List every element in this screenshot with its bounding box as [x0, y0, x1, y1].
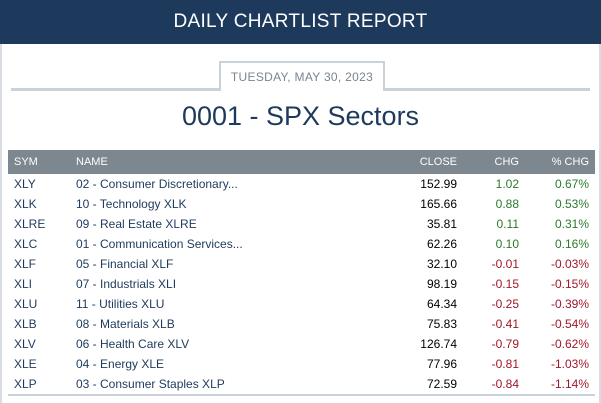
- sector-name-link[interactable]: 07 - Industrials XLI: [76, 277, 177, 291]
- symbol-link[interactable]: XLU: [14, 297, 38, 311]
- change-value: -0.81: [491, 357, 519, 371]
- close-value: 64.34: [426, 297, 457, 311]
- change-value: -0.25: [491, 297, 519, 311]
- report-date: TUESDAY, MAY 30, 2023: [230, 70, 374, 84]
- chartlist-title: 0001 - SPX Sectors: [181, 101, 420, 131]
- close-value: 152.99: [420, 177, 457, 191]
- table-row[interactable]: XLE 04 - Energy XLE 77.96 -0.81 -1.03%: [8, 354, 595, 374]
- col-header-chg[interactable]: CHG: [494, 156, 519, 168]
- report-header-title: DAILY CHARTLIST REPORT: [173, 11, 428, 32]
- sector-name-link[interactable]: 10 - Technology XLK: [76, 197, 187, 211]
- col-header-close[interactable]: CLOSE: [419, 156, 457, 168]
- pct-change-value: -1.14%: [550, 377, 589, 391]
- symbol-link[interactable]: XLE: [14, 357, 37, 371]
- sector-name-link[interactable]: 08 - Materials XLB: [76, 317, 175, 331]
- symbol-link[interactable]: XLK: [14, 197, 37, 211]
- change-value: -0.01: [491, 257, 519, 271]
- table-row[interactable]: XLI 07 - Industrials XLI 98.19 -0.15 -0.15%: [8, 274, 595, 294]
- table-row[interactable]: XLK 10 - Technology XLK 165.66 0.88 0.53%: [8, 194, 595, 214]
- close-value: 62.26: [426, 237, 457, 251]
- close-value: 32.10: [426, 257, 457, 271]
- pct-change-value: 0.16%: [554, 237, 589, 251]
- close-value: 77.96: [426, 357, 457, 371]
- symbol-link[interactable]: XLRE: [14, 217, 46, 231]
- sector-name-link[interactable]: 04 - Energy XLE: [76, 357, 165, 371]
- frame-left-border: [0, 44, 2, 403]
- sector-name-link[interactable]: 11 - Utilities XLU: [76, 297, 165, 311]
- pct-change-value: -1.03%: [550, 357, 589, 371]
- table-row[interactable]: XLC 01 - Communication Services... 62.26 0.…: [8, 234, 595, 254]
- sector-name-link[interactable]: 06 - Health Care XLV: [76, 337, 190, 351]
- sector-name-link[interactable]: 02 - Consumer Discretionary...: [76, 177, 238, 191]
- sector-name-link[interactable]: 05 - Financial XLF: [76, 257, 174, 271]
- report-header: DAILY CHARTLIST REPORT: [0, 0, 601, 44]
- change-value: 0.88: [495, 197, 519, 211]
- close-value: 75.83: [426, 317, 457, 331]
- change-value: 0.11: [496, 217, 519, 231]
- table-row[interactable]: XLV 06 - Health Care XLV 126.74 -0.79 -0.62%: [8, 334, 595, 354]
- pct-change-value: -0.54%: [550, 317, 589, 331]
- change-value: 1.02: [495, 177, 519, 191]
- table-row[interactable]: XLB 08 - Materials XLB 75.83 -0.41 -0.54%: [8, 314, 595, 334]
- symbol-link[interactable]: XLF: [14, 257, 37, 271]
- frame-right-border: [599, 44, 601, 403]
- pct-change-value: 0.31%: [554, 217, 589, 231]
- symbol-link[interactable]: XLV: [14, 337, 36, 351]
- symbol-link[interactable]: XLP: [14, 377, 37, 391]
- col-header-pct-chg[interactable]: % CHG: [551, 156, 589, 168]
- table-row[interactable]: XLRE 09 - Real Estate XLRE 35.81 0.11 0.31%: [8, 214, 595, 234]
- table-row[interactable]: XLU 11 - Utilities XLU 64.34 -0.25 -0.39%: [8, 294, 595, 314]
- change-value: -0.15: [491, 277, 519, 291]
- pct-change-value: -0.39%: [550, 297, 589, 311]
- close-value: 35.81: [426, 217, 457, 231]
- close-value: 165.66: [420, 197, 457, 211]
- table-row[interactable]: XLP 03 - Consumer Staples XLP 72.59 -0.84 -1…: [8, 374, 595, 394]
- pct-change-value: -0.62%: [550, 337, 589, 351]
- col-header-name[interactable]: NAME: [76, 156, 108, 168]
- symbol-link[interactable]: XLI: [14, 277, 33, 291]
- pct-change-value: 0.67%: [554, 177, 589, 191]
- symbol-link[interactable]: XLB: [14, 317, 37, 331]
- change-value: -0.79: [491, 337, 519, 351]
- change-value: 0.10: [495, 237, 519, 251]
- symbol-link[interactable]: XLY: [14, 177, 36, 191]
- pct-change-value: 0.53%: [554, 197, 589, 211]
- close-value: 98.19: [426, 277, 457, 291]
- table-bottom-border: [8, 394, 595, 396]
- table-row[interactable]: XLF 05 - Financial XLF 32.10 -0.01 -0.03%: [8, 254, 595, 274]
- table-row[interactable]: XLY 02 - Consumer Discretionary... 152.99 1…: [8, 174, 595, 194]
- close-value: 126.74: [420, 337, 457, 351]
- sector-name-link[interactable]: 03 - Consumer Staples XLP: [76, 377, 225, 391]
- col-header-sym[interactable]: SYM: [14, 156, 38, 168]
- sectors-table: SYM NAME CLOSE CHG % CHG XLY 02 - Consume…: [8, 150, 595, 394]
- pct-change-value: -0.15%: [550, 277, 589, 291]
- close-value: 72.59: [426, 377, 457, 391]
- pct-change-value: -0.03%: [550, 257, 589, 271]
- symbol-link[interactable]: XLC: [14, 237, 38, 251]
- sector-name-link[interactable]: 01 - Communication Services...: [76, 237, 243, 251]
- report-date-box: TUESDAY, MAY 30, 2023: [219, 61, 385, 91]
- sector-name-link[interactable]: 09 - Real Estate XLRE: [76, 217, 197, 231]
- table-header-row: SYM NAME CLOSE CHG % CHG: [8, 150, 595, 174]
- change-value: -0.84: [491, 377, 519, 391]
- change-value: -0.41: [491, 317, 519, 331]
